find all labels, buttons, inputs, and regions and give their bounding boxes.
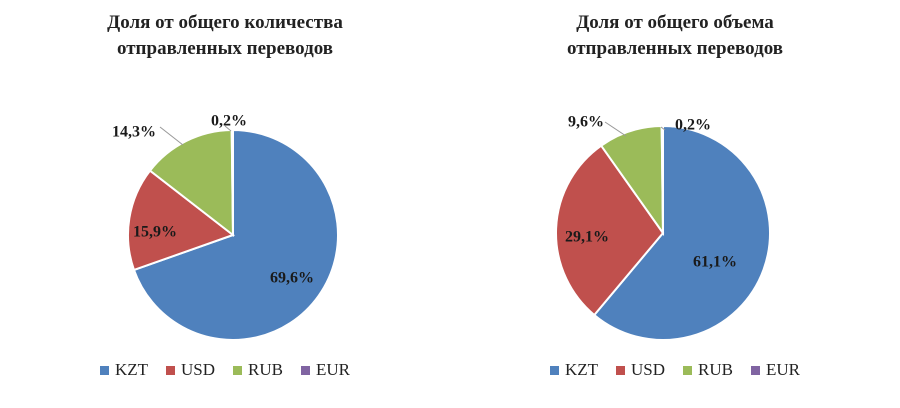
legend-label: EUR: [766, 360, 801, 379]
legend-item-rub: RUB: [683, 360, 733, 380]
chart-legend: KZT USD RUB EUR: [0, 360, 450, 380]
leader-line: [159, 126, 184, 146]
legend-swatch-kzt: [549, 365, 559, 375]
legend-item-eur: EUR: [751, 360, 800, 380]
legend-label: KZT: [114, 360, 149, 379]
pie-chart-svg: 69,6% 15,9% 14,3% 0,2%: [112, 113, 339, 341]
chart-title: Доля от общего количества отправленных п…: [0, 10, 450, 62]
legend-item-usd: USD: [166, 360, 215, 380]
legend-label: RUB: [248, 360, 284, 379]
data-label-rub: 9,6%: [568, 114, 604, 131]
pie-slice-eur: [230, 128, 234, 236]
legend-item-kzt: KZT: [99, 360, 149, 380]
legend-item-eur: EUR: [301, 360, 350, 380]
chart-title-line-2: отправленных переводов: [566, 38, 784, 59]
legend-swatch-usd: [166, 365, 176, 375]
legend-label: KZT: [564, 360, 599, 379]
chart-title-line-2: отправленных переводов: [116, 38, 334, 59]
pie-chart-count: Доля от общего количества отправленных п…: [0, 10, 450, 380]
pie-chart-volume: Доля от общего объема отправленных перев…: [450, 0, 900, 408]
pie-chart-svg: 61,1% 29,1% 9,6% 0,2%: [555, 114, 771, 341]
pie-slice-eur: [660, 124, 664, 234]
pie-slice-rub: [148, 128, 235, 238]
legend-item-rub: RUB: [233, 360, 283, 380]
data-label-eur: 0,2%: [211, 113, 247, 130]
pie-slice-usd: [555, 144, 665, 317]
legend-label: RUB: [698, 360, 734, 379]
chart-legend: KZT USD RUB EUR: [450, 360, 900, 380]
leader-line: [660, 126, 666, 131]
legend-swatch-rub: [233, 365, 243, 375]
data-label-eur: 0,2%: [675, 117, 711, 134]
chart-title-line-1: Доля от общего количества: [107, 12, 343, 33]
legend-swatch-eur: [301, 365, 311, 375]
data-label-usd: 29,1%: [565, 229, 609, 246]
legend-swatch-kzt: [99, 365, 109, 375]
legend-label: USD: [631, 360, 666, 379]
pie-slice-kzt: [592, 124, 771, 341]
chart-title: Доля от общего объема отправленных перев…: [450, 10, 900, 62]
data-label-rub: 14,3%: [112, 124, 156, 141]
legend-label: EUR: [316, 360, 351, 379]
legend-swatch-eur: [751, 365, 761, 375]
data-label-usd: 15,9%: [133, 224, 177, 241]
data-label-kzt: 69,6%: [270, 270, 314, 287]
legend-label: USD: [181, 360, 216, 379]
pie-slice-kzt: [132, 128, 339, 341]
legend-item-kzt: KZT: [549, 360, 599, 380]
leader-line: [224, 125, 232, 132]
legend-swatch-rub: [683, 365, 693, 375]
data-label-kzt: 61,1%: [693, 254, 737, 271]
legend-item-usd: USD: [616, 360, 665, 380]
leader-line: [604, 121, 627, 137]
pie-slice-usd: [127, 169, 236, 272]
legend-swatch-usd: [616, 365, 626, 375]
chart-title-line-1: Доля от общего объема: [576, 12, 774, 33]
